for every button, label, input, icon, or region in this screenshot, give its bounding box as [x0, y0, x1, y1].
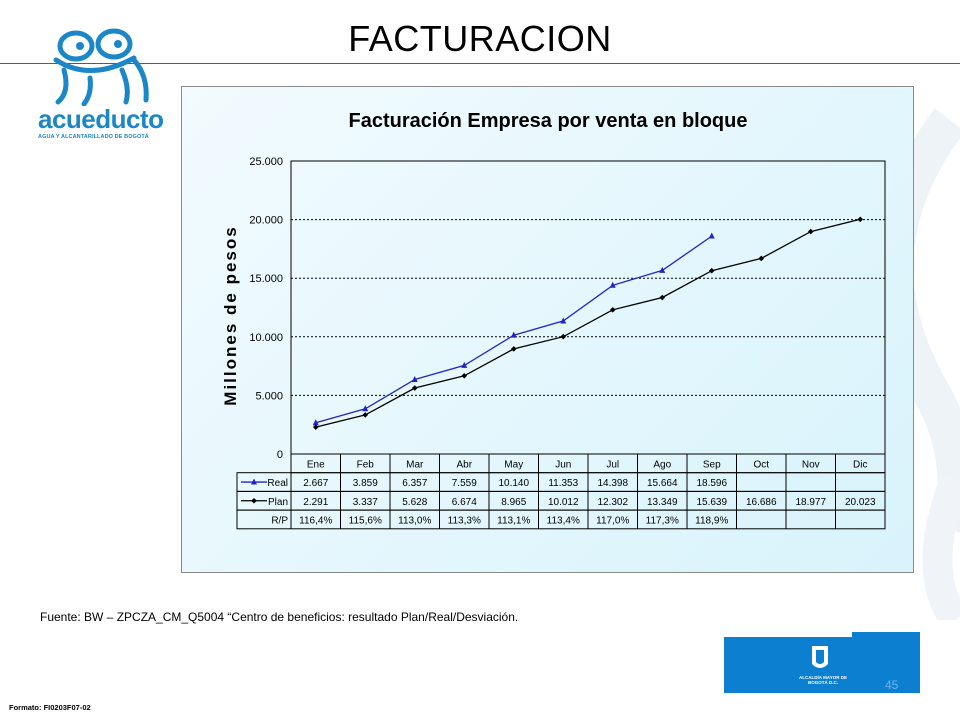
plot-area-border — [290, 160, 886, 455]
data-label-plan: 15.639 — [696, 497, 727, 508]
data-label-plan: 20.023 — [845, 497, 876, 508]
ratio-value: 113,3% — [448, 515, 481, 526]
x-tick-label: Feb — [357, 459, 375, 470]
chart-panel: Facturación Empresa por venta en bloque M… — [181, 86, 914, 573]
ratio-value: 115,6% — [349, 515, 382, 526]
x-tick-label: Mar — [406, 459, 424, 470]
data-label-real: 15.664 — [647, 478, 678, 489]
data-label-real: 6.357 — [402, 478, 427, 489]
footer-blue-block-right — [852, 632, 920, 693]
footer-blue-block-left — [724, 637, 852, 693]
data-point-plan — [560, 333, 567, 340]
data-label-plan: 16.686 — [746, 497, 777, 508]
data-point-plan — [312, 424, 319, 430]
data-point-plan — [461, 372, 468, 379]
data-point-plan — [758, 255, 765, 262]
y-tick-label: 10.000 — [249, 332, 283, 344]
data-label-plan: 6.674 — [452, 497, 477, 508]
legend-label-plan: Plan — [268, 497, 288, 508]
ratio-row-label: R/P — [271, 515, 288, 526]
y-tick-label: 25.000 — [249, 156, 283, 168]
ratio-value: 116,4% — [299, 515, 332, 526]
data-point-real — [708, 232, 715, 239]
x-tick-label: Jun — [555, 459, 571, 470]
data-point-plan — [857, 216, 864, 223]
y-tick-label: 15.000 — [249, 273, 283, 285]
x-tick-label: Sep — [703, 459, 721, 470]
data-point-plan — [807, 228, 814, 235]
y-tick-label: 20.000 — [249, 215, 283, 227]
data-point-plan — [609, 307, 616, 313]
x-tick-label: Dic — [853, 459, 867, 470]
ratio-value: 113,1% — [497, 515, 530, 526]
data-point-plan — [510, 346, 517, 352]
data-label-plan: 13.349 — [647, 497, 678, 508]
data-label-real: 2.667 — [303, 478, 328, 489]
ratio-value: 113,4% — [547, 515, 580, 526]
logo-subtitle: AGUA Y ALCANTARILLADO DE BOGOTÁ — [38, 134, 149, 140]
data-label-real: 18.596 — [696, 478, 727, 489]
data-point-real — [560, 317, 567, 324]
x-tick-label: Nov — [802, 459, 820, 470]
emblem-caption: ALCALDÍA MAYOR DE BOGOTÁ D.C. — [799, 675, 847, 685]
data-point-real — [411, 375, 418, 382]
data-label-plan: 5.628 — [402, 497, 427, 508]
data-label-plan: 10.012 — [548, 497, 579, 508]
legend-marker-real — [251, 478, 257, 485]
ratio-value: 118,9% — [695, 515, 728, 526]
data-point-real — [461, 361, 468, 368]
ratio-value: 117,0% — [596, 515, 629, 526]
legend-marker-plan — [251, 497, 257, 504]
data-point-real — [510, 331, 517, 338]
data-label-plan: 2.291 — [303, 497, 328, 508]
x-tick-label: Oct — [753, 459, 769, 470]
data-point-plan — [708, 267, 715, 274]
data-label-plan: 3.337 — [353, 497, 378, 508]
x-tick-label: Abr — [456, 459, 472, 470]
slide-title: FACTURACION — [348, 18, 612, 59]
x-tick-label: Ago — [653, 459, 671, 470]
data-label-real: 10.140 — [498, 478, 529, 489]
ratio-value: 113,0% — [398, 515, 431, 526]
data-point-plan — [411, 385, 418, 391]
data-label-plan: 18.977 — [795, 497, 826, 508]
format-code: Formato: FI0203F07-02 — [9, 703, 91, 712]
data-point-plan — [659, 294, 666, 301]
data-point-real — [312, 419, 319, 426]
chart-canvas: Facturación Empresa por venta en bloque M… — [221, 110, 886, 530]
ratio-value: 117,3% — [646, 515, 679, 526]
page-number: 45 — [885, 678, 899, 692]
acueducto-logo: acueducto AGUA Y ALCANTARILLADO DE BOGOT… — [30, 20, 164, 145]
y-tick-label: 5.000 — [255, 390, 283, 402]
data-point-plan — [362, 412, 369, 418]
data-point-real — [362, 405, 369, 412]
x-tick-label: Ene — [307, 459, 325, 470]
x-tick-label: Jul — [606, 459, 619, 470]
y-axis-label: Millones de pesos — [221, 225, 240, 405]
y-tick-label: 0 — [277, 449, 283, 461]
data-label-plan: 8.965 — [501, 497, 526, 508]
data-label-real: 7.559 — [452, 478, 477, 489]
coat-of-arms-icon — [812, 646, 828, 668]
table-row — [236, 509, 886, 530]
series-line-plan — [315, 218, 861, 428]
data-point-real — [609, 281, 616, 288]
legend-label-real: Real — [267, 478, 288, 489]
title-divider — [0, 63, 960, 64]
data-label-real: 14.398 — [597, 478, 628, 489]
data-label-real: 11.353 — [548, 478, 578, 489]
frog-icon — [53, 28, 149, 107]
chart-title: Facturación Empresa por venta en bloque — [349, 110, 748, 132]
x-tick-label: May — [504, 459, 523, 470]
source-note: Fuente: BW – ZPCZA_CM_Q5004 “Centro de b… — [40, 610, 519, 624]
data-point-real — [659, 266, 666, 273]
logo-wordmark: acueducto — [38, 104, 164, 134]
series-line-real — [315, 235, 713, 424]
data-label-real: 3.859 — [353, 478, 378, 489]
data-label-plan: 12.302 — [597, 497, 628, 508]
